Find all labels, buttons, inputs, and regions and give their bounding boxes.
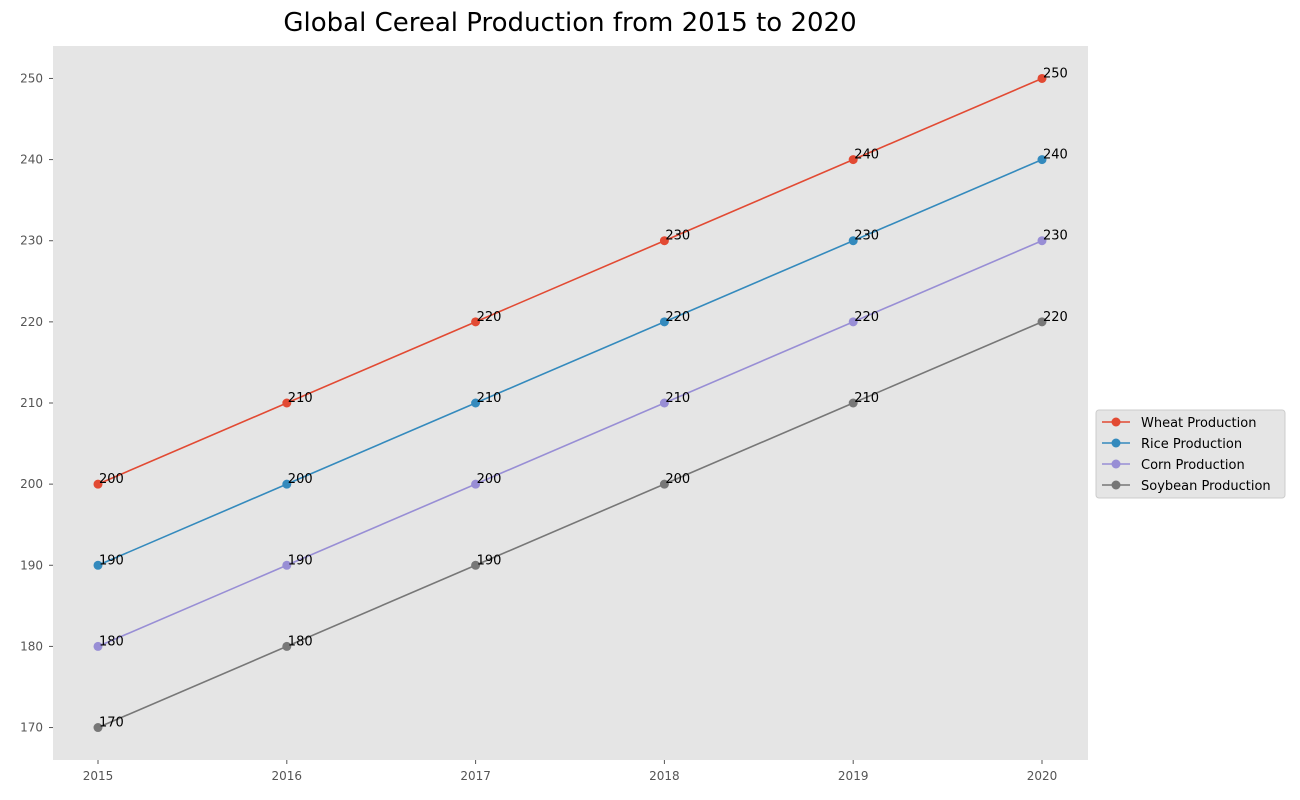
legend-swatch-marker [1111,480,1121,490]
data-point [1037,73,1047,83]
data-point [93,560,103,570]
series-line [97,158,1043,567]
data-point [659,398,669,408]
data-label: 190 [477,553,502,568]
legend-label: Rice Production [1141,437,1242,452]
data-label: 220 [477,310,502,325]
y-tick-label: 180 [20,639,43,653]
series-line [97,321,1043,729]
data-point [93,641,103,651]
data-label: 180 [288,634,313,649]
legend-swatch-marker [1111,438,1121,448]
data-label: 230 [665,229,690,244]
y-tick-label: 170 [20,721,43,735]
legend-label: Corn Production [1141,458,1245,473]
data-label: 210 [665,391,690,406]
data-label: 200 [665,472,690,487]
data-label: 190 [99,553,124,568]
legend-label: Wheat Production [1141,416,1256,431]
data-point [471,398,481,408]
data-point [282,398,292,408]
data-label: 220 [854,310,879,325]
data-label: 250 [1043,66,1068,81]
legend-label: Soybean Production [1141,479,1271,494]
data-point [471,317,481,327]
x-tick-label: 2018 [649,769,680,783]
data-point [282,479,292,489]
data-label: 190 [288,553,313,568]
data-label: 200 [99,472,124,487]
y-tick-label: 250 [20,71,43,85]
data-point [1037,317,1047,327]
data-point [282,641,292,651]
data-label: 210 [854,391,879,406]
data-point [848,236,858,246]
data-point [848,155,858,165]
data-label: 200 [477,472,502,487]
y-tick-label: 190 [20,558,43,572]
data-label: 200 [288,472,313,487]
x-tick-label: 2020 [1027,769,1058,783]
y-tick-label: 230 [20,234,43,248]
data-label: 220 [1043,310,1068,325]
data-label: 240 [1043,148,1068,163]
data-point [848,398,858,408]
data-point [1037,155,1047,165]
x-tick-label: 2017 [460,769,491,783]
y-tick-label: 220 [20,315,43,329]
data-point [93,479,103,489]
data-point [659,236,669,246]
chart-title: Global Cereal Production from 2015 to 20… [283,8,857,38]
data-label: 230 [1043,229,1068,244]
data-label: 180 [99,634,124,649]
data-point [282,560,292,570]
data-point [471,479,481,489]
x-tick-label: 2015 [83,769,114,783]
legend-box [1095,409,1286,499]
data-label: 210 [288,391,313,406]
data-point [659,479,669,489]
data-point [93,723,103,733]
data-label: 230 [854,229,879,244]
data-label: 170 [99,716,124,731]
data-label: 220 [665,310,690,325]
data-label: 240 [854,148,879,163]
legend-swatch-marker [1111,417,1121,427]
series-line [97,239,1043,648]
data-label: 210 [477,391,502,406]
x-tick-label: 2019 [838,769,869,783]
legend-swatch-marker [1111,459,1121,469]
series-line [97,77,1043,485]
y-tick-label: 210 [20,396,43,410]
y-tick-label: 240 [20,153,43,167]
data-point [1037,236,1047,246]
data-point [848,317,858,327]
data-point [471,560,481,570]
y-tick-label: 200 [20,477,43,491]
plot-area [53,46,1088,760]
x-tick-label: 2016 [272,769,303,783]
data-point [659,317,669,327]
